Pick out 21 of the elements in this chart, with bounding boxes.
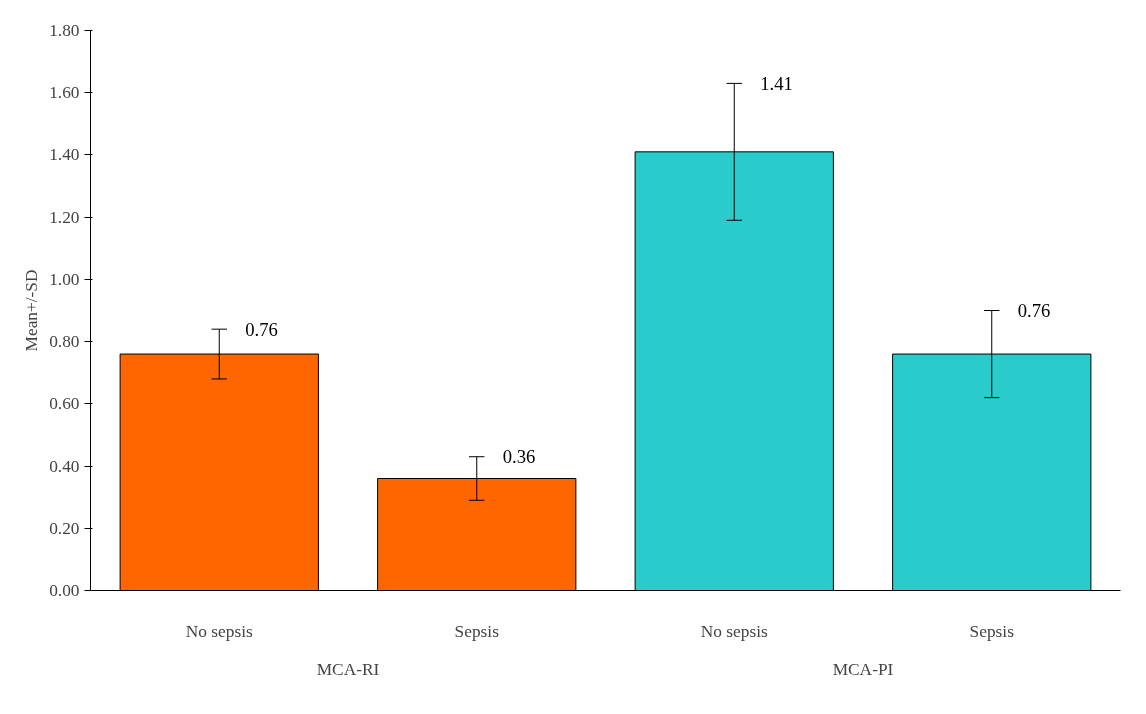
x-tick-label: No sepsis	[185, 621, 253, 641]
x-tick-label: Sepsis	[969, 621, 1015, 641]
data-label: 0.76	[245, 318, 278, 340]
text: MCA-RI	[316, 659, 380, 679]
y-tick-label: 1.80	[49, 21, 80, 40]
y-tick-label: 1.40	[49, 145, 80, 165]
data-label: 1.41	[760, 72, 793, 94]
y-tick-label: 0.40	[49, 456, 80, 476]
y-axis-title: Mean+/-SD	[22, 269, 42, 352]
y-tick-label: 0.80	[49, 332, 80, 352]
data-label: 0.36	[502, 446, 536, 468]
x-tick-label: Sepsis	[454, 621, 500, 641]
y-tick-label: 1.00	[49, 269, 80, 289]
text: MCA-PI	[832, 659, 894, 679]
data-label: 0.76	[1017, 300, 1051, 321]
y-tick-label: 1.60	[49, 83, 80, 103]
x-tick-label: No sepsis	[700, 621, 768, 641]
y-tick-label: 1.20	[49, 207, 80, 227]
y-tick-label: 0.20	[49, 518, 80, 538]
y-tick-label: 0.00	[49, 581, 80, 600]
y-tick-label: 0.60	[49, 394, 80, 414]
